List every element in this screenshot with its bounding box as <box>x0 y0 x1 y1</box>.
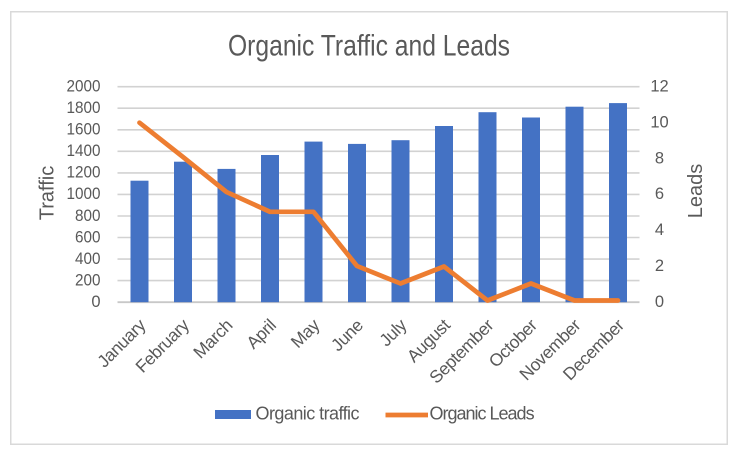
svg-text:0: 0 <box>655 293 664 311</box>
svg-text:Organic traffic: Organic traffic <box>256 404 360 424</box>
svg-text:1400: 1400 <box>67 142 101 160</box>
svg-text:400: 400 <box>75 250 101 268</box>
svg-text:1800: 1800 <box>67 99 101 117</box>
svg-text:1200: 1200 <box>67 164 101 182</box>
svg-text:8: 8 <box>655 149 664 167</box>
svg-text:10: 10 <box>650 113 668 131</box>
svg-text:2000: 2000 <box>67 78 101 96</box>
svg-text:1000: 1000 <box>67 185 101 203</box>
svg-text:200: 200 <box>75 271 101 289</box>
svg-text:0: 0 <box>91 293 100 311</box>
svg-text:Organic Traffic and Leads: Organic Traffic and Leads <box>228 29 510 62</box>
svg-text:Traffic: Traffic <box>37 166 59 220</box>
svg-text:2: 2 <box>655 257 664 275</box>
svg-text:4: 4 <box>655 221 664 239</box>
svg-text:800: 800 <box>75 207 101 225</box>
svg-text:Organic Leads: Organic Leads <box>430 404 535 424</box>
svg-text:Leads: Leads <box>685 164 707 219</box>
svg-text:600: 600 <box>75 228 101 246</box>
svg-text:1600: 1600 <box>67 121 101 139</box>
svg-text:6: 6 <box>655 185 664 203</box>
svg-text:12: 12 <box>650 78 668 96</box>
